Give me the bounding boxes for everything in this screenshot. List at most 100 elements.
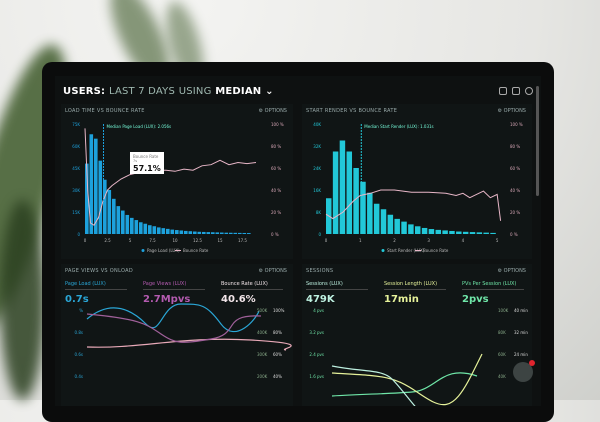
x-tick: 17.5 — [238, 238, 247, 243]
x-tick: 2.5 — [104, 238, 111, 243]
x-tick: 4 — [462, 238, 465, 243]
y2-tick: 20 % — [510, 210, 520, 215]
bar — [220, 232, 224, 234]
panel-title: LOAD TIME VS BOUNCE RATE — [65, 108, 145, 114]
bounce-rate-line — [325, 189, 502, 221]
y-right2-tick: 80% — [273, 330, 282, 335]
bar — [130, 217, 134, 234]
y2-tick: 60 % — [271, 166, 281, 171]
title-stat: MEDIAN — [215, 86, 262, 97]
kpi-value: 40.6% — [221, 294, 256, 305]
x-tick: 5 — [129, 238, 132, 243]
options-button[interactable]: ⚙ OPTIONS — [497, 268, 526, 274]
divider — [306, 289, 368, 290]
bar — [175, 230, 179, 234]
bar — [202, 231, 206, 234]
bar — [193, 231, 197, 234]
chat-button[interactable] — [513, 360, 535, 382]
kpi-value: 0.7s — [65, 294, 89, 305]
panel-sessions: SESSIONS ⚙ OPTIONS Sessions (LUX) 479K Ses… — [302, 264, 532, 406]
y-tick: 8K — [316, 210, 322, 215]
bar — [224, 232, 229, 234]
legend-swatch — [175, 250, 181, 251]
monitor-icon[interactable] — [499, 87, 507, 95]
panel-title: SESSIONS — [306, 268, 334, 274]
bar — [490, 232, 496, 234]
bar — [125, 214, 130, 234]
legend-swatch — [381, 249, 385, 252]
kpi-value: 479K — [306, 294, 335, 305]
bar — [449, 230, 455, 234]
options-label: OPTIONS — [264, 268, 287, 274]
legend-label: Bounce Rate — [423, 248, 449, 253]
bar — [233, 232, 238, 234]
y2-tick: 40 % — [271, 188, 281, 193]
x-tick: 3 — [427, 238, 430, 243]
bar — [148, 225, 152, 234]
kpi: PVs Per Session (LUX) 2pvs — [462, 281, 524, 305]
kpi-label: Page Views (LUX) — [143, 281, 187, 287]
session-length-line — [331, 353, 483, 406]
load-time-chart: 0 15K 30K 45K 60K 75K 0 % 20 % 40 % 60 % 80 % 100 %… — [72, 122, 284, 253]
kpi-label: Bounce Rate (LUX) — [221, 281, 268, 287]
y-tick: 24K — [313, 166, 321, 171]
bar — [401, 221, 407, 234]
divider — [462, 289, 524, 290]
chevron-down-icon[interactable]: ⌄ — [265, 86, 274, 97]
bar — [469, 232, 476, 234]
bar — [353, 168, 359, 234]
dashboard-screen: USERS: LAST 7 DAYS USING MEDIAN ⌄ LOAD T… — [55, 76, 541, 406]
kpi: Page Views (LUX) 2.7Mpvs — [143, 281, 205, 305]
y-tick: 60K — [72, 144, 80, 149]
bar — [476, 232, 483, 234]
sessions-chart: 4 pvs 3.2 pvs 2.4 pvs 1.6 pvs 100K 80K 60K 40K 4… — [309, 308, 528, 406]
bar — [428, 229, 435, 234]
tooltip-value: 57.1% — [133, 164, 161, 173]
y2-tick: 100 % — [510, 122, 523, 127]
tooltip-label: Bounce Rate — [133, 154, 159, 159]
x-tick: 0 — [325, 238, 328, 243]
bar — [415, 226, 421, 234]
y-right-tick: 100K — [498, 308, 509, 313]
y-left-tick: 3.2 pvs — [309, 330, 324, 335]
y-right-tick: 40K — [498, 374, 506, 379]
bar — [206, 232, 211, 234]
y-right2-tick: 100% — [273, 308, 285, 313]
divider — [221, 289, 283, 290]
y2-tick: 0 % — [271, 232, 279, 237]
kpi-value: 2.7Mpvs — [143, 294, 191, 305]
y-left-tick: % — [79, 308, 83, 313]
divider — [384, 289, 446, 290]
bar — [247, 233, 251, 234]
bar — [373, 203, 380, 234]
page-title[interactable]: USERS: LAST 7 DAYS USING MEDIAN ⌄ — [63, 86, 274, 97]
bar — [188, 231, 193, 234]
bar — [197, 231, 202, 234]
y2-tick: 100 % — [271, 122, 284, 127]
y-tick: 0 — [318, 232, 321, 237]
y2-tick: 20 % — [271, 210, 281, 215]
y-left-tick: 0.4s — [75, 374, 83, 379]
y-tick: 45K — [72, 166, 80, 171]
panel-load-time: LOAD TIME VS BOUNCE RATE ⚙ OPTIONS 0 15K 3… — [61, 104, 293, 259]
chart-icon[interactable] — [512, 87, 520, 95]
bar — [238, 232, 242, 234]
y-tick: 30K — [72, 188, 80, 193]
y2-tick: 0 % — [510, 232, 518, 237]
options-button[interactable]: ⚙ OPTIONS — [258, 108, 287, 114]
help-icon[interactable] — [525, 87, 533, 95]
scrollbar[interactable] — [536, 86, 539, 196]
x-tick: 12.5 — [193, 238, 202, 243]
options-button[interactable]: ⚙ OPTIONS — [258, 268, 287, 274]
y-tick: 40K — [313, 122, 321, 127]
bar — [94, 138, 98, 234]
bar — [103, 179, 107, 234]
y2-tick: 80 % — [271, 144, 281, 149]
y-right2-tick: 24 min — [514, 352, 528, 357]
options-button[interactable]: ⚙ OPTIONS — [497, 108, 526, 114]
x-tick: 15 — [217, 238, 223, 243]
y-left-tick: 2.4 pvs — [309, 352, 324, 357]
panel-page-views: PAGE VIEWS VS ONLOAD ⚙ OPTIONS Page Load… — [61, 264, 293, 406]
bar — [215, 232, 220, 234]
legend-swatch — [415, 250, 421, 251]
